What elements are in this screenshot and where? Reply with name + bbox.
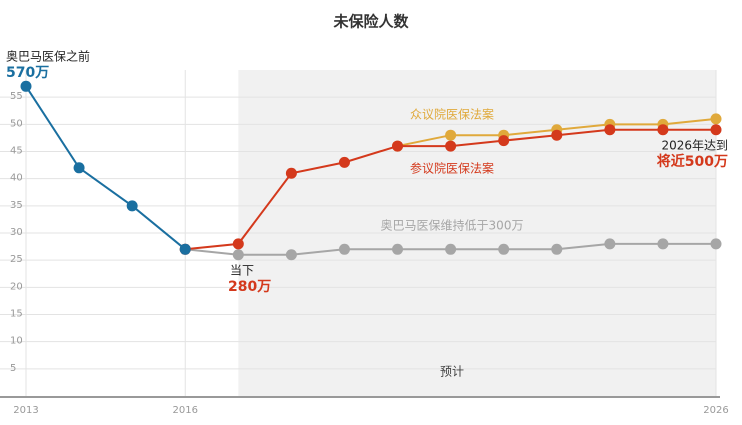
- x-tick-label: 2013: [13, 405, 38, 416]
- annotation: 当下: [230, 264, 254, 278]
- y-tick-label: 45: [10, 146, 23, 157]
- data-point: [657, 238, 669, 250]
- data-point: [285, 167, 297, 179]
- data-point: [445, 243, 457, 255]
- y-tick-label: 25: [10, 254, 23, 265]
- data-point: [551, 129, 563, 141]
- series-label: 奥巴马医保维持低于300万: [381, 218, 524, 233]
- data-point: [657, 124, 669, 136]
- data-point: [710, 124, 722, 136]
- data-point: [498, 243, 510, 255]
- annotation: 570万: [6, 65, 49, 81]
- y-tick-label: 30: [10, 227, 23, 238]
- series-label: 众议院医保法案: [410, 107, 494, 122]
- data-point: [126, 200, 138, 212]
- y-tick-label: 50: [10, 118, 23, 129]
- y-tick-label: 15: [10, 309, 23, 320]
- y-tick-label: 35: [10, 200, 23, 211]
- data-point: [232, 249, 244, 261]
- data-point: [73, 162, 85, 174]
- series-label: 参议院医保法案: [410, 161, 494, 176]
- data-point: [551, 243, 563, 255]
- annotation: 将近500万: [657, 153, 728, 170]
- data-point: [392, 140, 404, 152]
- data-point: [498, 135, 510, 147]
- data-point: [338, 156, 350, 168]
- data-point: [604, 238, 616, 250]
- data-point: [710, 113, 722, 125]
- data-point: [710, 238, 722, 250]
- y-tick-label: 40: [10, 173, 23, 184]
- y-tick-label: 20: [10, 281, 23, 292]
- data-point: [20, 80, 32, 92]
- series-line: [25, 85, 186, 251]
- chart-title: 未保险人数: [332, 13, 409, 31]
- data-point: [445, 140, 457, 152]
- y-tick-label: 10: [10, 336, 23, 347]
- data-point: [445, 129, 457, 141]
- data-point: [338, 243, 350, 255]
- annotation: 2026年达到: [661, 139, 728, 153]
- x-tick-label: 2016: [173, 405, 198, 416]
- data-point: [392, 243, 404, 255]
- series-label: 奥巴马医保之前: [6, 49, 90, 64]
- y-tick-label: 55: [10, 91, 23, 102]
- x-tick-label: 2026: [703, 405, 728, 416]
- data-point: [179, 243, 191, 255]
- annotation: 280万: [228, 279, 271, 295]
- data-point: [232, 238, 244, 250]
- data-point: [285, 249, 297, 261]
- data-point: [604, 124, 616, 136]
- annotation: 预计: [440, 365, 464, 379]
- y-tick-label: 5: [10, 363, 16, 374]
